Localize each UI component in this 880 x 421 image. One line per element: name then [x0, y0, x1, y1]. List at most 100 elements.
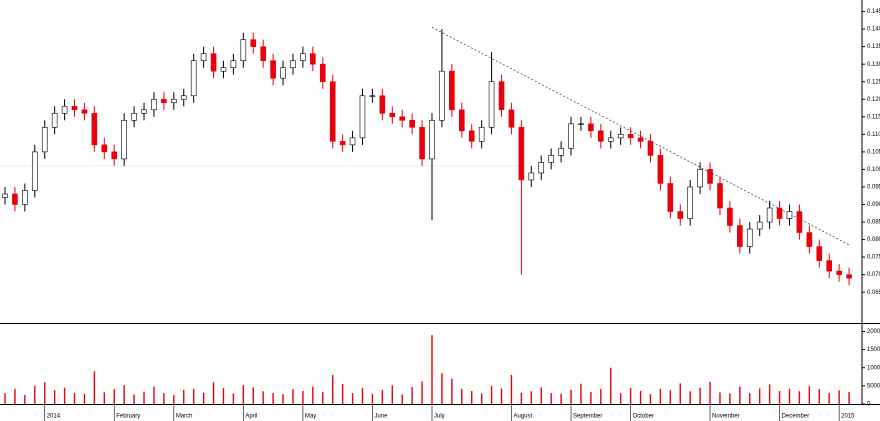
candle-body [240, 39, 247, 61]
candle-body [280, 67, 286, 79]
candle-body [826, 260, 833, 272]
candle-body [101, 144, 108, 153]
y2-tick-label: 10000 [867, 365, 880, 371]
candle-body [528, 172, 535, 181]
candle-body [637, 137, 644, 142]
candle-body [598, 130, 604, 142]
volume-bar [500, 388, 503, 404]
candle-body [836, 270, 842, 275]
volume-bar [590, 392, 592, 404]
candle-body [379, 95, 386, 114]
volume-bar [202, 392, 205, 404]
candle-body [806, 232, 813, 247]
volume-bar [818, 389, 820, 404]
volume-bar [371, 393, 374, 404]
candle-body [458, 109, 465, 132]
y2-tick-label: 0 [867, 402, 871, 408]
candle-body [151, 98, 157, 111]
candle-body [2, 193, 8, 198]
volume-bar [14, 388, 16, 404]
x-tick-label: March [176, 414, 193, 420]
volume-bar [768, 384, 771, 404]
volume-bar [93, 371, 96, 404]
candle-body [329, 81, 336, 142]
volume-bar [133, 394, 135, 404]
x-tick-label: August [513, 414, 532, 420]
candle-body [667, 183, 674, 212]
x-tick-label: May [305, 414, 316, 420]
volume-bar [490, 385, 493, 404]
volume-bar [679, 383, 681, 404]
candle-body [498, 81, 505, 111]
x-tick-label: 2014 [47, 414, 61, 420]
volume-bar [83, 393, 86, 404]
y2-tick-label: 20000 [867, 329, 880, 335]
volume-bar [451, 378, 453, 404]
volume-bar [709, 381, 711, 404]
candle-body [81, 109, 88, 114]
candle-body [161, 98, 167, 104]
candle-body [22, 190, 28, 205]
volume-bar [153, 386, 155, 404]
volume-bar [600, 389, 602, 404]
volume-bar [44, 382, 46, 404]
x-tick-label: December [782, 414, 810, 420]
candle-body [290, 60, 296, 68]
volume-bar [431, 335, 433, 404]
candle-body [260, 46, 266, 61]
candle-body [369, 95, 376, 97]
volume-bar [222, 388, 225, 404]
candle-body [71, 105, 78, 111]
candle-body [568, 123, 574, 149]
volume-bar [639, 390, 642, 404]
candle-body [627, 134, 634, 139]
candle-body [399, 116, 406, 121]
volume-bar [212, 382, 215, 404]
y-tick-label: 0.090 [867, 202, 880, 208]
x-tick-label: 2015 [841, 414, 855, 420]
candle-body [171, 98, 177, 104]
x-tick-label: July [434, 414, 445, 420]
candle-body [717, 183, 723, 209]
volume-bar [24, 394, 26, 404]
candle-body [478, 127, 485, 142]
volume-bar [520, 392, 523, 404]
candle-body [270, 60, 276, 79]
volume-bar [282, 394, 284, 404]
volume-bar [838, 390, 840, 404]
candle-body [657, 155, 664, 184]
volume-bar [788, 388, 791, 404]
candle-body [558, 148, 564, 156]
volume-bar [540, 387, 542, 404]
candle-body [439, 70, 445, 121]
candle-body [776, 207, 783, 219]
volume-bar [848, 392, 850, 404]
volume-bar [4, 393, 6, 404]
candle-body [121, 120, 127, 160]
candle-body [647, 141, 654, 156]
candle-body [41, 127, 48, 153]
candle-body [131, 112, 137, 121]
candle-body [816, 246, 823, 261]
candle-body [339, 141, 346, 146]
candle-body [468, 130, 475, 142]
volume-bar [262, 391, 264, 404]
x-tick-label: October [633, 414, 654, 420]
volume-bar [699, 387, 701, 404]
y2-tick-label: 15000 [867, 347, 880, 353]
volume-bar [143, 391, 145, 404]
candle-body [617, 134, 624, 139]
candle-body [538, 162, 545, 174]
y-tick-label: 0.070 [867, 272, 880, 278]
candle-body [607, 137, 614, 142]
candle-body [389, 112, 396, 118]
volume-bar [619, 393, 622, 404]
volume-bar [103, 392, 106, 404]
candle-body [141, 109, 147, 114]
volume-bar [63, 387, 66, 404]
x-tick-label: June [374, 414, 388, 420]
volume-bar [758, 388, 761, 404]
candle-body [488, 81, 495, 128]
candle-body [756, 221, 763, 230]
